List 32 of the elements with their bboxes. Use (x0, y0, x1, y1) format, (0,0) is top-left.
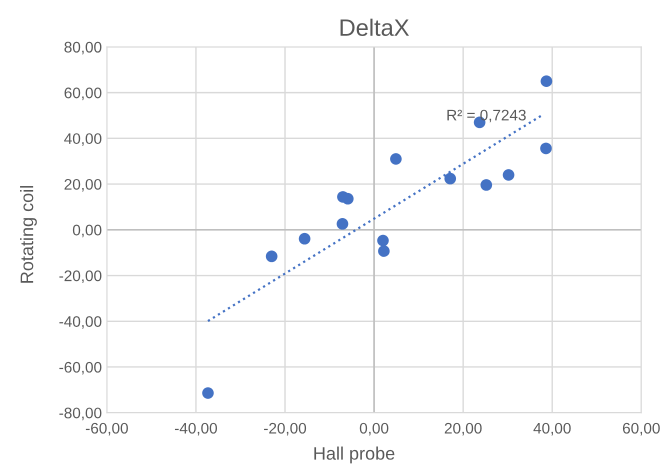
x-tick-label: -20,00 (264, 422, 306, 436)
point (266, 250, 278, 262)
y-tick-label: 20,00 (64, 178, 102, 192)
y-tick-label: -60,00 (59, 362, 102, 374)
annotation: R² = 0,7243 (447, 110, 526, 122)
y-tick-label: 60,00 (64, 87, 102, 100)
point (336, 218, 348, 230)
y-axis-title: Rotating coil (20, 186, 37, 283)
x-axis-title: Hall probe (314, 446, 394, 464)
x-tick-label: 40,00 (533, 422, 571, 436)
x-tick-label: 60,00 (622, 422, 660, 436)
y-tick-label: -80,00 (59, 408, 102, 420)
point (540, 75, 552, 88)
y-tick-label: 80,00 (64, 42, 102, 54)
y-tick-label: -20,00 (59, 270, 102, 284)
y-tick-label: -40,00 (59, 316, 102, 329)
point (502, 169, 514, 181)
point (444, 172, 456, 184)
point (298, 232, 310, 245)
x-tick-label: -60,00 (86, 422, 128, 436)
point (378, 245, 390, 257)
point (540, 142, 552, 154)
x-tick-label: 20,00 (444, 422, 482, 436)
point (377, 234, 389, 246)
chart-title: DeltaX (340, 18, 410, 36)
y-tick-label: 0,00 (72, 224, 102, 238)
y-tick-label: 40,00 (64, 133, 102, 146)
point (202, 387, 214, 399)
x-tick-label: -40,00 (174, 422, 218, 436)
point (390, 153, 402, 165)
x-tick-label: 0,00 (360, 422, 388, 436)
point (480, 179, 492, 191)
